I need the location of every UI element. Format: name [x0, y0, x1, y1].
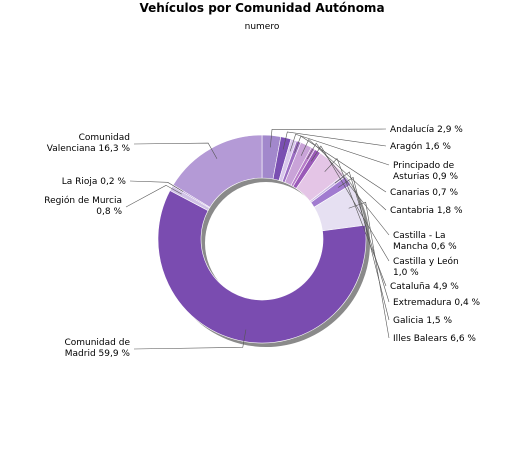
leader-comunidad-valenciana — [133, 142, 218, 159]
leader-la-rioja — [129, 180, 184, 192]
chart-subtitle: numero — [245, 22, 280, 32]
label-andalucia: Andalucía 2,9 % — [390, 125, 463, 135]
leader-comunidad-de-madrid — [133, 329, 247, 350]
slice-comunidad-de-madrid — [157, 190, 367, 344]
label-cataluna: Cataluña 4,9 % — [390, 282, 459, 292]
label-comunidad-valenciana: Comunidad Valenciana 16,3 % — [47, 133, 131, 154]
slice-labels: Andalucía 2,9 % Aragón 1,6 % Principado de… — [44, 125, 480, 359]
leader-illes-balears — [348, 201, 390, 339]
label-extremadura: Extremadura 0,4 % — [393, 298, 481, 308]
leader-andalucia — [270, 128, 387, 148]
leader-castilla-la-mancha — [307, 142, 390, 236]
label-illes-balears: Illes Balears 6,6 % — [393, 334, 476, 344]
leader-galicia — [338, 176, 390, 321]
leader-castilla-y-leon — [310, 145, 390, 262]
label-castilla-y-leon: Castilla y León 1,0 % — [393, 256, 459, 278]
label-principado-de-asturias: Principado de Asturias 0,9 % — [393, 161, 459, 182]
label-cantabria: Cantabria 1,8 % — [390, 206, 463, 216]
label-region-de-murcia: Región de Murcia 0,8 % — [44, 195, 122, 217]
leader-aragon — [282, 131, 387, 150]
leader-region-de-murcia — [125, 184, 182, 208]
leader-lines — [125, 128, 390, 350]
label-galicia: Galicia 1,5 % — [393, 316, 452, 326]
slices — [157, 134, 367, 344]
label-comunidad-de-madrid: Comunidad de Madrid 59,9 % — [64, 338, 130, 359]
slice-comunidad-valenciana — [172, 134, 263, 208]
label-la-rioja: La Rioja 0,2 % — [62, 177, 127, 187]
leader-canarias — [294, 135, 387, 193]
leader-extremadura — [334, 171, 390, 303]
label-canarias: Canarias 0,7 % — [390, 188, 458, 198]
leader-cantabria — [300, 138, 387, 211]
chart-title: Vehículos por Comunidad Autónoma — [139, 1, 384, 15]
leader-principado-de-asturias — [289, 133, 390, 166]
label-castilla-la-mancha: Castilla - La Mancha 0,6 % — [393, 231, 457, 252]
label-aragon: Aragón 1,6 % — [390, 141, 451, 152]
